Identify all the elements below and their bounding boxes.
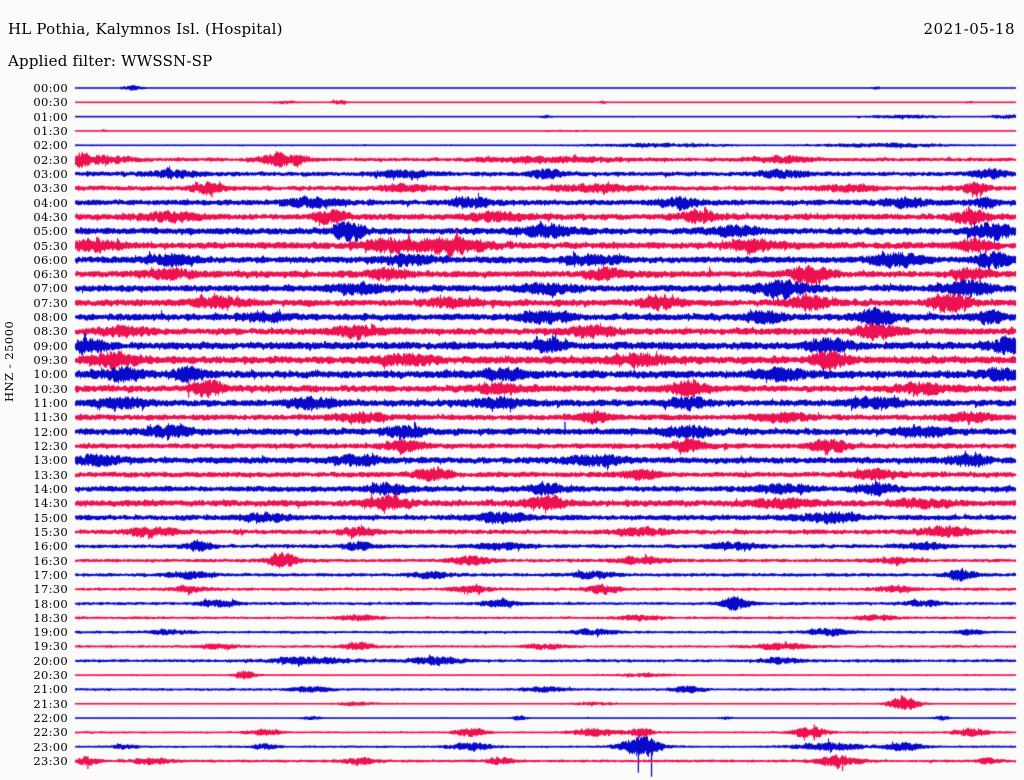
helicorder-canvas [0, 0, 1024, 780]
